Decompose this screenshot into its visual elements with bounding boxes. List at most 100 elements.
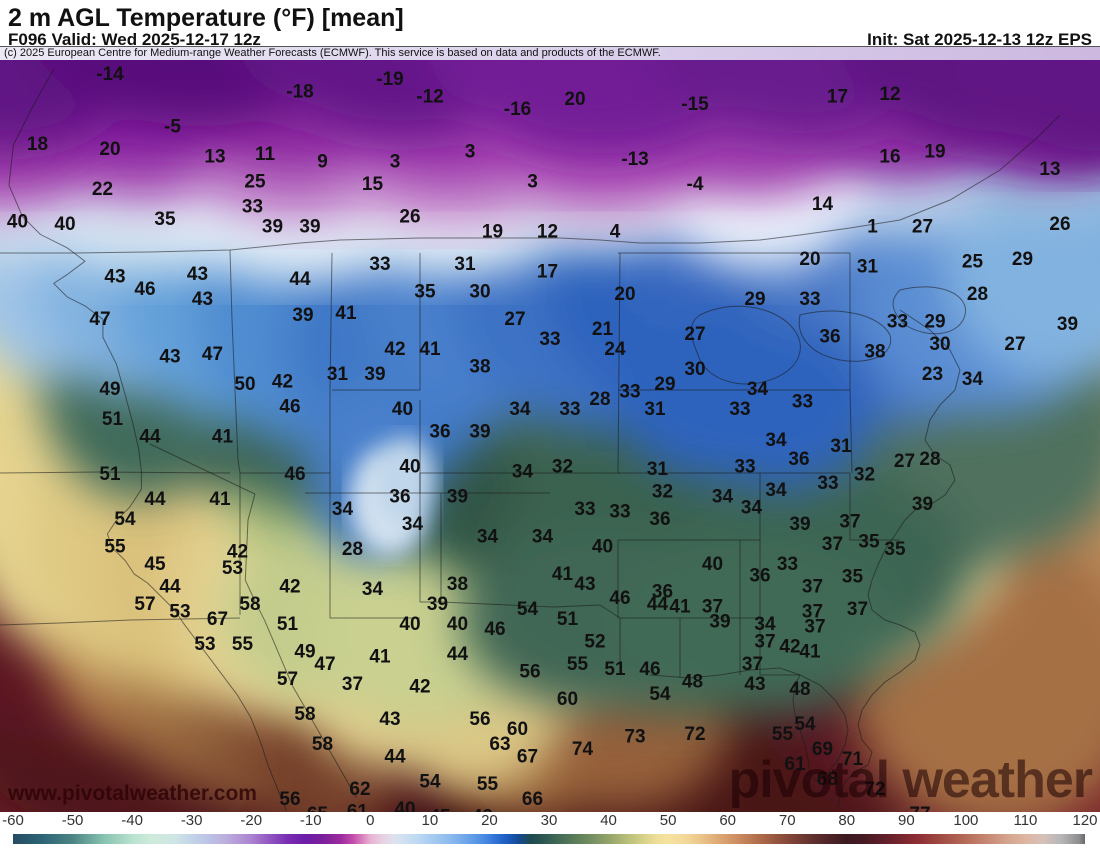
svg-text:49: 49	[99, 379, 120, 400]
svg-text:37: 37	[754, 632, 775, 653]
svg-text:35: 35	[414, 282, 436, 303]
svg-text:33: 33	[242, 197, 263, 218]
svg-text:55: 55	[772, 724, 794, 745]
svg-text:3: 3	[465, 142, 476, 163]
svg-text:54: 54	[517, 599, 539, 620]
svg-text:11: 11	[255, 144, 276, 165]
svg-text:37: 37	[342, 674, 363, 695]
svg-text:20: 20	[799, 249, 820, 270]
svg-text:46: 46	[484, 619, 505, 640]
svg-text:57: 57	[277, 669, 298, 690]
svg-text:43: 43	[187, 264, 208, 285]
svg-text:47: 47	[202, 344, 223, 365]
svg-text:25: 25	[244, 172, 266, 193]
svg-text:1: 1	[867, 217, 878, 238]
svg-text:34: 34	[712, 487, 734, 508]
svg-text:51: 51	[99, 464, 121, 485]
svg-text:34: 34	[477, 527, 499, 548]
svg-text:37: 37	[802, 577, 823, 598]
svg-text:31: 31	[830, 436, 852, 457]
svg-text:37: 37	[804, 617, 825, 638]
svg-text:16: 16	[879, 147, 900, 168]
svg-text:51: 51	[277, 614, 299, 635]
svg-text:40: 40	[7, 212, 28, 233]
svg-text:39: 39	[789, 514, 810, 535]
svg-text:23: 23	[922, 364, 943, 385]
svg-text:44: 44	[647, 594, 669, 615]
svg-text:-13: -13	[621, 149, 648, 170]
svg-text:34: 34	[962, 369, 984, 390]
svg-text:22: 22	[92, 179, 113, 200]
svg-text:30: 30	[929, 334, 950, 355]
svg-text:54: 54	[649, 684, 671, 705]
svg-text:31: 31	[644, 399, 666, 420]
svg-text:37: 37	[742, 654, 763, 675]
svg-text:33: 33	[734, 457, 755, 478]
svg-text:43: 43	[104, 267, 125, 288]
svg-text:40: 40	[447, 614, 468, 635]
svg-text:21: 21	[592, 319, 614, 340]
svg-text:55: 55	[567, 654, 589, 675]
svg-text:41: 41	[552, 564, 574, 585]
svg-text:-5: -5	[164, 117, 181, 138]
svg-text:38: 38	[447, 574, 468, 595]
svg-text:3: 3	[390, 152, 401, 173]
svg-text:43: 43	[574, 574, 595, 595]
svg-text:27: 27	[504, 309, 525, 330]
svg-text:36: 36	[389, 487, 410, 508]
svg-text:39: 39	[912, 494, 933, 515]
svg-text:40: 40	[702, 554, 723, 575]
svg-text:40: 40	[394, 799, 415, 812]
svg-text:51: 51	[604, 659, 626, 680]
svg-text:39: 39	[299, 217, 320, 238]
svg-text:74: 74	[572, 739, 594, 760]
svg-text:37: 37	[839, 512, 860, 533]
svg-text:31: 31	[857, 257, 879, 278]
svg-text:34: 34	[747, 379, 769, 400]
svg-text:53: 53	[222, 558, 243, 579]
svg-text:27: 27	[1004, 334, 1025, 355]
svg-text:28: 28	[589, 389, 610, 410]
svg-text:52: 52	[584, 632, 605, 653]
svg-text:-4: -4	[687, 174, 704, 195]
svg-text:36: 36	[819, 327, 840, 348]
svg-text:42: 42	[409, 677, 430, 698]
svg-text:33: 33	[574, 499, 595, 520]
svg-text:19: 19	[924, 142, 945, 163]
svg-text:13: 13	[204, 147, 225, 168]
svg-text:54: 54	[794, 714, 816, 735]
svg-text:20: 20	[99, 139, 120, 160]
svg-text:34: 34	[402, 514, 424, 535]
svg-text:54: 54	[114, 509, 136, 530]
svg-text:34: 34	[512, 462, 534, 483]
svg-text:17: 17	[827, 87, 848, 108]
svg-text:47: 47	[314, 654, 335, 675]
svg-text:40: 40	[399, 457, 420, 478]
svg-text:29: 29	[1012, 249, 1033, 270]
svg-text:46: 46	[639, 659, 660, 680]
svg-text:40: 40	[399, 614, 420, 635]
svg-text:57: 57	[134, 594, 155, 615]
svg-text:34: 34	[532, 527, 554, 548]
svg-text:28: 28	[967, 284, 988, 305]
svg-text:39: 39	[709, 612, 730, 633]
svg-text:24: 24	[604, 339, 626, 360]
svg-text:73: 73	[624, 727, 645, 748]
svg-text:34: 34	[765, 430, 787, 451]
svg-text:44: 44	[159, 577, 181, 598]
svg-text:65: 65	[307, 804, 329, 812]
svg-text:44: 44	[144, 489, 166, 510]
svg-text:32: 32	[854, 465, 875, 486]
svg-text:33: 33	[792, 392, 813, 413]
svg-text:3: 3	[527, 172, 538, 193]
svg-text:61: 61	[347, 802, 369, 812]
svg-text:31: 31	[327, 364, 349, 385]
svg-text:34: 34	[765, 480, 787, 501]
svg-text:55: 55	[232, 634, 254, 655]
svg-text:20: 20	[564, 89, 585, 110]
svg-text:35: 35	[154, 209, 176, 230]
svg-text:40: 40	[592, 537, 613, 558]
svg-text:56: 56	[279, 789, 300, 810]
svg-text:38: 38	[864, 342, 885, 363]
svg-text:45: 45	[144, 554, 166, 575]
